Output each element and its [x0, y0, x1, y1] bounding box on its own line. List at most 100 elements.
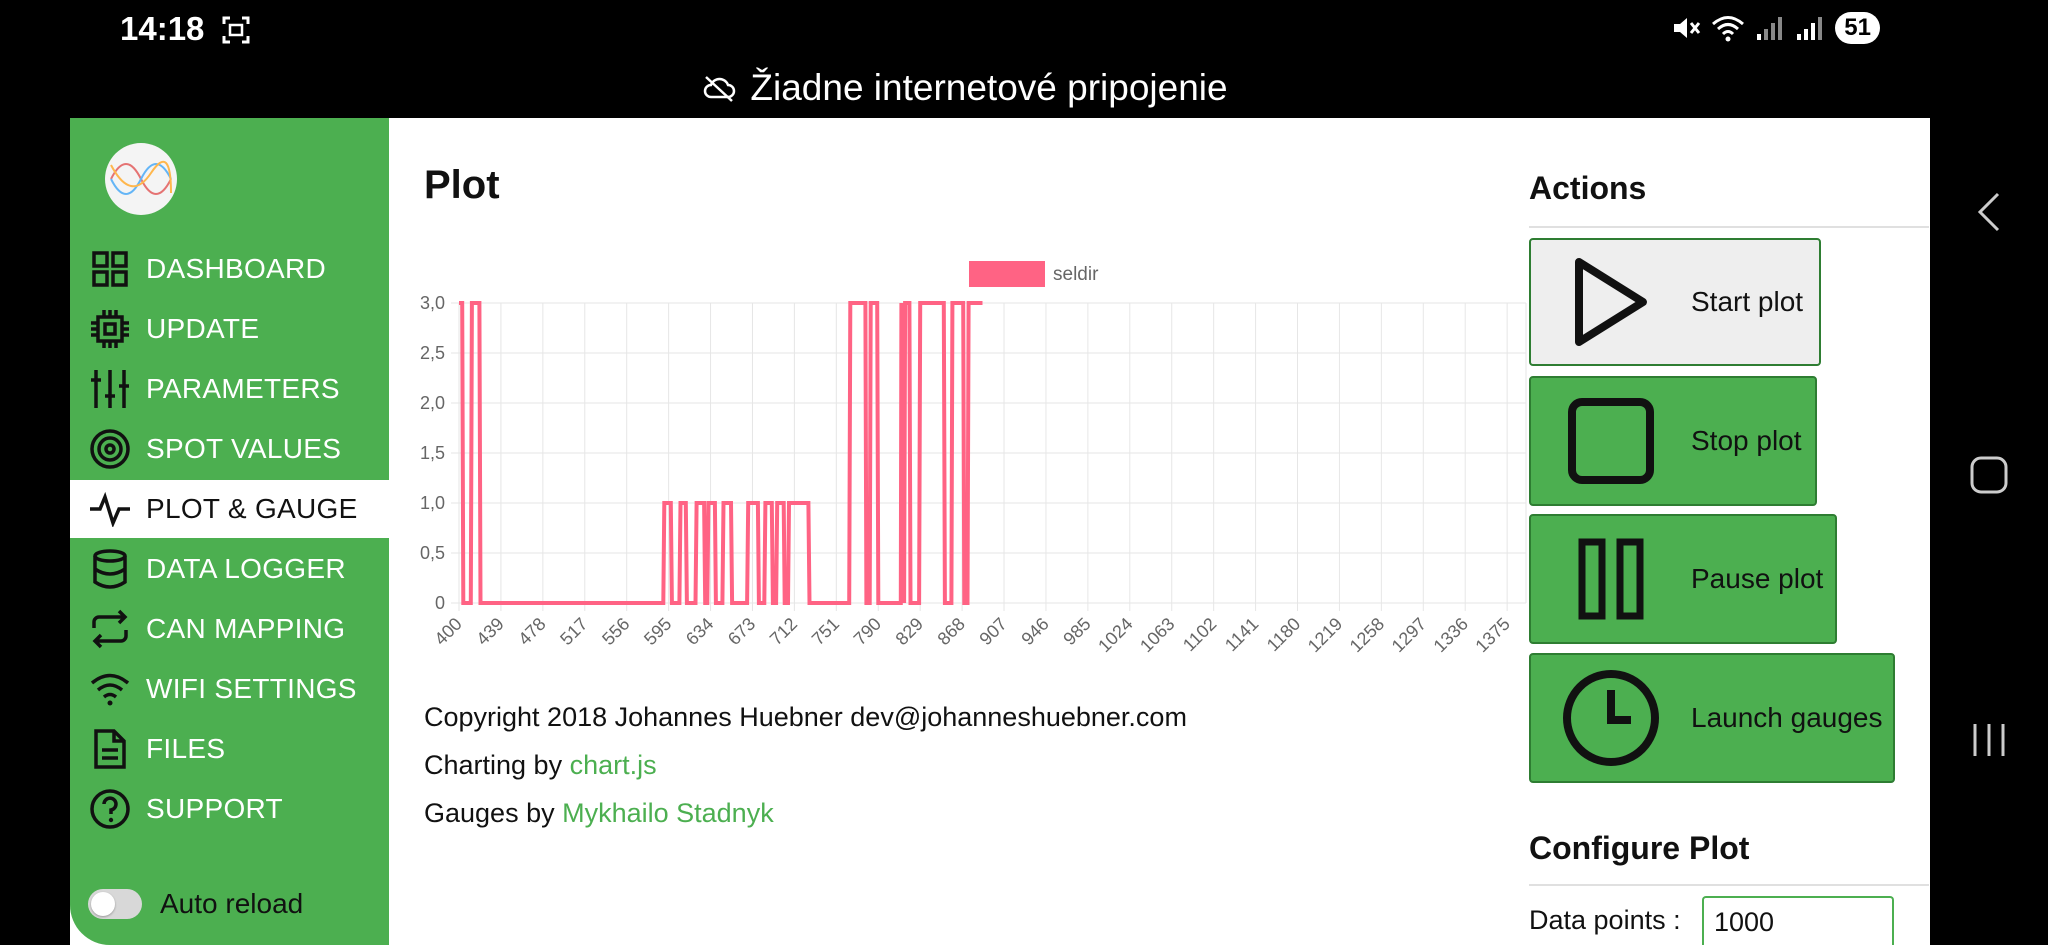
x-tick-label: 1141 — [1221, 614, 1263, 656]
x-tick-label: 946 — [1017, 614, 1052, 649]
recents-nav-button[interactable] — [1930, 720, 2048, 760]
home-nav-button[interactable] — [1930, 455, 2048, 495]
home-icon — [1970, 456, 2008, 494]
x-tick-label: 673 — [724, 614, 759, 649]
stop-icon — [1531, 396, 1691, 486]
help-icon — [84, 780, 136, 838]
target-icon — [84, 420, 136, 478]
pulse-icon — [84, 480, 136, 538]
page-title: Plot — [424, 163, 500, 207]
x-tick-label: 1336 — [1430, 614, 1472, 656]
x-tick-label: 517 — [556, 614, 591, 649]
x-tick-label: 400 — [430, 614, 465, 649]
sidebar-item-wifi-settings[interactable]: WIFI SETTINGS — [70, 660, 389, 718]
sidebar-item-parameters[interactable]: PARAMETERS — [70, 360, 389, 418]
launch-gauges-button[interactable]: Launch gauges — [1529, 653, 1895, 783]
gauges-prefix: Gauges by — [424, 798, 563, 828]
sidebar: DASHBOARD UPDATE PARAMETERS SPOT VALUES — [70, 118, 389, 945]
system-navigation — [1930, 0, 2048, 945]
chartjs-link[interactable]: chart.js — [569, 750, 657, 780]
sidebar-item-label: PLOT & GAUGE — [146, 493, 358, 524]
sidebar-item-dashboard[interactable]: DASHBOARD — [70, 240, 389, 298]
data-points-label: Data points : — [1529, 905, 1681, 935]
signal-icon — [1757, 17, 1783, 40]
status-time: 14:18 — [120, 10, 205, 47]
sidebar-item-plot-gauge[interactable]: PLOT & GAUGE — [70, 480, 389, 538]
legend-label: seldir — [1053, 264, 1099, 285]
x-tick-label: 712 — [766, 614, 801, 649]
pause-plot-button[interactable]: Pause plot — [1529, 514, 1837, 644]
sidebar-item-label: SUPPORT — [146, 793, 283, 824]
y-tick-label: 3,0 — [420, 293, 445, 313]
sidebar-item-label: CAN MAPPING — [146, 613, 346, 644]
wifi-status-icon — [1712, 16, 1745, 42]
chart-svg: 400 439 478 517 556 595 634 673 712 751 790 829 868 9… — [420, 261, 1527, 656]
gauges-author-link[interactable]: Mykhailo Stadnyk — [562, 798, 774, 828]
x-tick-label: 907 — [975, 614, 1010, 649]
y-tick-label: 0,5 — [420, 543, 445, 563]
sidebar-item-label: PARAMETERS — [146, 373, 340, 404]
sidebar-item-label: DASHBOARD — [146, 253, 327, 284]
x-tick-label: 829 — [892, 614, 927, 649]
signal-icon-2 — [1797, 17, 1823, 40]
wifi-icon — [84, 660, 136, 718]
recents-icon — [1973, 724, 2005, 756]
dashboard-icon — [84, 240, 136, 298]
sidebar-item-support[interactable]: SUPPORT — [70, 780, 389, 838]
y-tick-label: 0 — [435, 593, 445, 613]
x-tick-label: 868 — [934, 614, 969, 649]
repeat-icon — [84, 600, 136, 658]
x-tick-label: 751 — [808, 614, 843, 649]
cloud-off-icon — [704, 76, 736, 102]
x-tick-label: 1063 — [1136, 614, 1178, 656]
pause-icon — [1531, 537, 1691, 621]
sidebar-item-label: WIFI SETTINGS — [146, 673, 357, 704]
stop-plot-label: Stop plot — [1691, 425, 1802, 456]
status-bar: 14:18 51 — [0, 0, 1930, 58]
x-tick-label: 1102 — [1179, 614, 1221, 656]
sidebar-item-data-logger[interactable]: DATA LOGGER — [70, 540, 389, 598]
mute-icon — [1674, 18, 1701, 38]
x-tick-label: 478 — [514, 614, 549, 649]
auto-reload-control: Auto reload — [88, 888, 303, 920]
y-tick-label: 1,5 — [420, 443, 445, 463]
sidebar-item-label: UPDATE — [146, 313, 260, 344]
battery-badge: 51 — [1835, 12, 1880, 44]
sidebar-item-update[interactable]: UPDATE — [70, 300, 389, 358]
y-tick-label: 2,5 — [420, 343, 445, 363]
legend-swatch — [969, 261, 1045, 287]
start-plot-button[interactable]: Start plot — [1529, 238, 1821, 366]
sliders-icon — [84, 360, 136, 418]
sidebar-item-label: FILES — [146, 733, 226, 764]
sidebar-item-label: DATA LOGGER — [146, 553, 346, 584]
credits: Copyright 2018 Johannes Huebner dev@joha… — [424, 693, 1187, 837]
x-tick-label: 1024 — [1094, 614, 1136, 656]
stop-plot-button[interactable]: Stop plot — [1529, 376, 1817, 506]
sidebar-item-files[interactable]: FILES — [70, 720, 389, 778]
charting-prefix: Charting by — [424, 750, 570, 780]
no-internet-text: Žiadne internetové pripojenie — [750, 67, 1228, 108]
data-points-input[interactable] — [1702, 896, 1894, 945]
sidebar-item-can-mapping[interactable]: CAN MAPPING — [70, 600, 389, 658]
series-line-seldir — [459, 301, 983, 605]
x-tick-label: 1180 — [1263, 614, 1305, 656]
auto-reload-toggle[interactable] — [88, 889, 142, 919]
start-plot-label: Start plot — [1691, 286, 1804, 317]
sidebar-item-spot-values[interactable]: SPOT VALUES — [70, 420, 389, 478]
x-tick-label: 1297 — [1388, 614, 1430, 656]
logo-waves-icon — [110, 160, 172, 195]
launch-gauges-label: Launch gauges — [1691, 702, 1883, 733]
back-nav-button[interactable] — [1930, 190, 2048, 234]
y-tick-label: 2,0 — [420, 393, 445, 413]
x-tick-label: 1219 — [1304, 614, 1346, 656]
configure-divider — [1529, 884, 1929, 886]
pause-plot-label: Pause plot — [1691, 563, 1824, 594]
x-tick-label: 439 — [472, 614, 507, 649]
clock-icon — [1531, 668, 1691, 768]
gauges-credit: Gauges by Mykhailo Stadnyk — [424, 789, 1187, 837]
copyright-text: Copyright 2018 Johannes Huebner dev@joha… — [424, 702, 1187, 732]
chip-icon — [84, 300, 136, 358]
x-tick-label: 790 — [850, 614, 885, 649]
app-window: DASHBOARD UPDATE PARAMETERS SPOT VALUES — [70, 118, 1930, 945]
